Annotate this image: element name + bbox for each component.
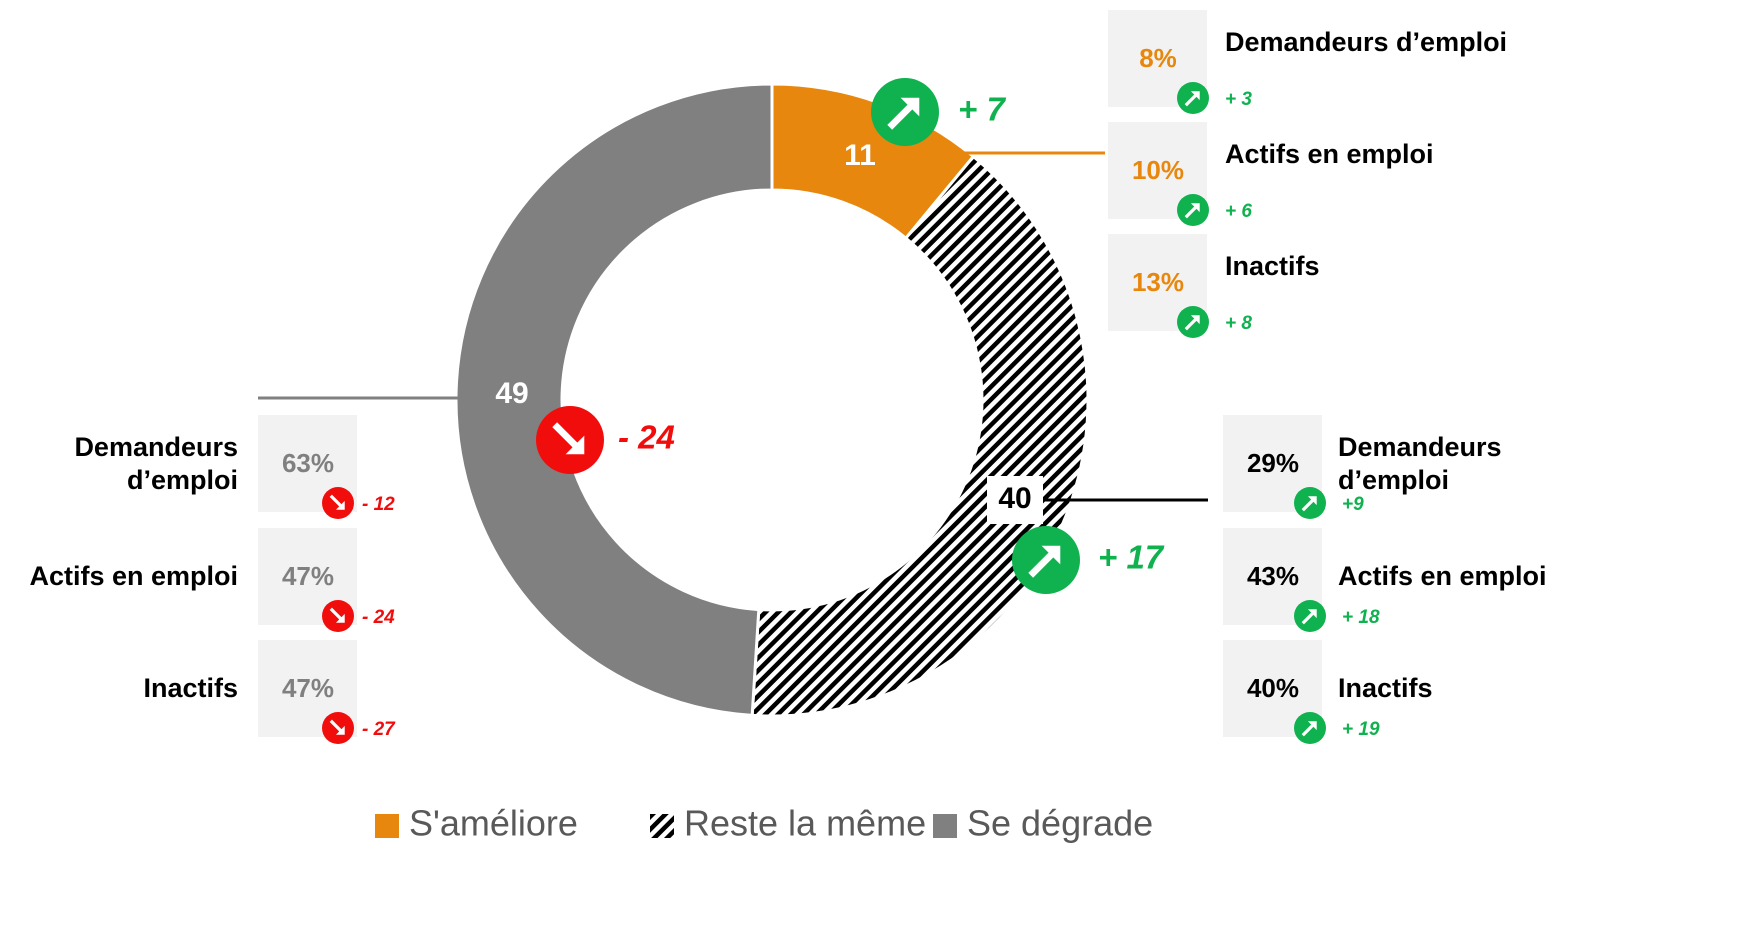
group-label: Inactifs: [143, 673, 238, 704]
change-arrow: [1184, 205, 1198, 219]
group-change: - 27: [362, 719, 396, 740]
change-arrow-head: [1307, 609, 1317, 619]
change-arrow-head: [1190, 203, 1200, 213]
change-arrow-head: [1307, 721, 1317, 731]
change-arrow: [1301, 498, 1315, 512]
group-share: 47%: [282, 561, 334, 591]
group-label: Inactifs: [1338, 673, 1433, 704]
legend-label: S'améliore: [409, 803, 578, 844]
change-arrow: [329, 494, 343, 508]
change-arrow-head: [1190, 315, 1200, 325]
group-share: 40%: [1247, 673, 1299, 703]
group-label: Actifs en emploi: [1338, 561, 1547, 592]
group-share: 10%: [1132, 155, 1184, 185]
legend-swatch: [933, 814, 957, 838]
change-arrow: [1184, 317, 1198, 331]
change-label: - 24: [618, 419, 675, 456]
change-arrow-head: [900, 97, 920, 117]
group-label: Actifs en emploi: [1225, 138, 1434, 169]
legend-label: Reste la même: [684, 803, 926, 844]
group-change: - 12: [362, 494, 395, 515]
group-label: Demandeurs d’emploi: [1225, 26, 1508, 57]
group-change: - 24: [362, 607, 395, 628]
value-label: 40: [998, 482, 1031, 515]
donut-segment: [750, 154, 1090, 718]
change-arrow: [1028, 550, 1056, 578]
legend-swatch: [650, 814, 674, 838]
donut-segment: [454, 82, 774, 717]
group-change: + 8: [1225, 313, 1252, 334]
change-arrow: [329, 607, 343, 621]
group-change: + 6: [1225, 201, 1252, 222]
group-share: 47%: [282, 673, 334, 703]
change-label: + 7: [958, 91, 1006, 128]
change-arrow: [1184, 93, 1198, 107]
group-change: +9: [1342, 494, 1364, 515]
change-arrow: [1301, 723, 1315, 737]
group-label: Actifs en emploi: [29, 561, 238, 592]
group-share: 43%: [1247, 561, 1299, 591]
group-share: 13%: [1132, 267, 1184, 297]
change-arrow-head: [1307, 496, 1317, 506]
value-label: 49: [495, 377, 528, 410]
group-change: + 3: [1225, 89, 1252, 110]
group-share: 29%: [1247, 448, 1299, 478]
group-share: 8%: [1139, 43, 1177, 73]
group-change: + 19: [1342, 719, 1380, 740]
legend-label: Se dégrade: [967, 803, 1153, 844]
group-share: 63%: [282, 448, 334, 478]
change-arrow-head: [1190, 91, 1200, 101]
change-label: + 17: [1098, 539, 1165, 576]
value-label: 11: [844, 139, 876, 172]
group-label: Inactifs: [1225, 250, 1320, 281]
group-label: Demandeurs d’emploi: [1338, 432, 1502, 495]
change-arrow: [552, 422, 580, 450]
change-arrow-head: [565, 435, 585, 455]
change-arrow: [329, 719, 343, 733]
change-arrow-head: [335, 500, 345, 510]
group-label: Demandeurs d’emploi: [74, 432, 238, 495]
change-arrow-head: [335, 613, 345, 623]
change-arrow-head: [1041, 545, 1061, 565]
change-arrow: [887, 102, 915, 130]
legend-swatch: [375, 814, 399, 838]
value-box: [987, 476, 1043, 524]
change-arrow: [1301, 611, 1315, 625]
group-change: + 18: [1342, 607, 1380, 628]
change-arrow-head: [335, 725, 345, 735]
